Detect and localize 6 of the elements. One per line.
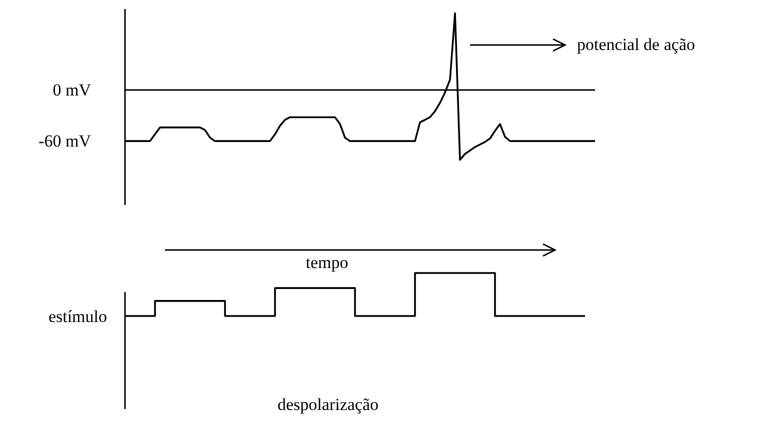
- y-tick-label: 0 mV: [52, 80, 92, 100]
- x-axis-title: tempo: [306, 253, 348, 272]
- annotation: potencial de ação: [577, 35, 695, 54]
- y-tick-label: -60 mV: [38, 132, 92, 151]
- x-axis-title: despolarização: [278, 395, 378, 414]
- y-axis-title: estímulo: [48, 307, 107, 326]
